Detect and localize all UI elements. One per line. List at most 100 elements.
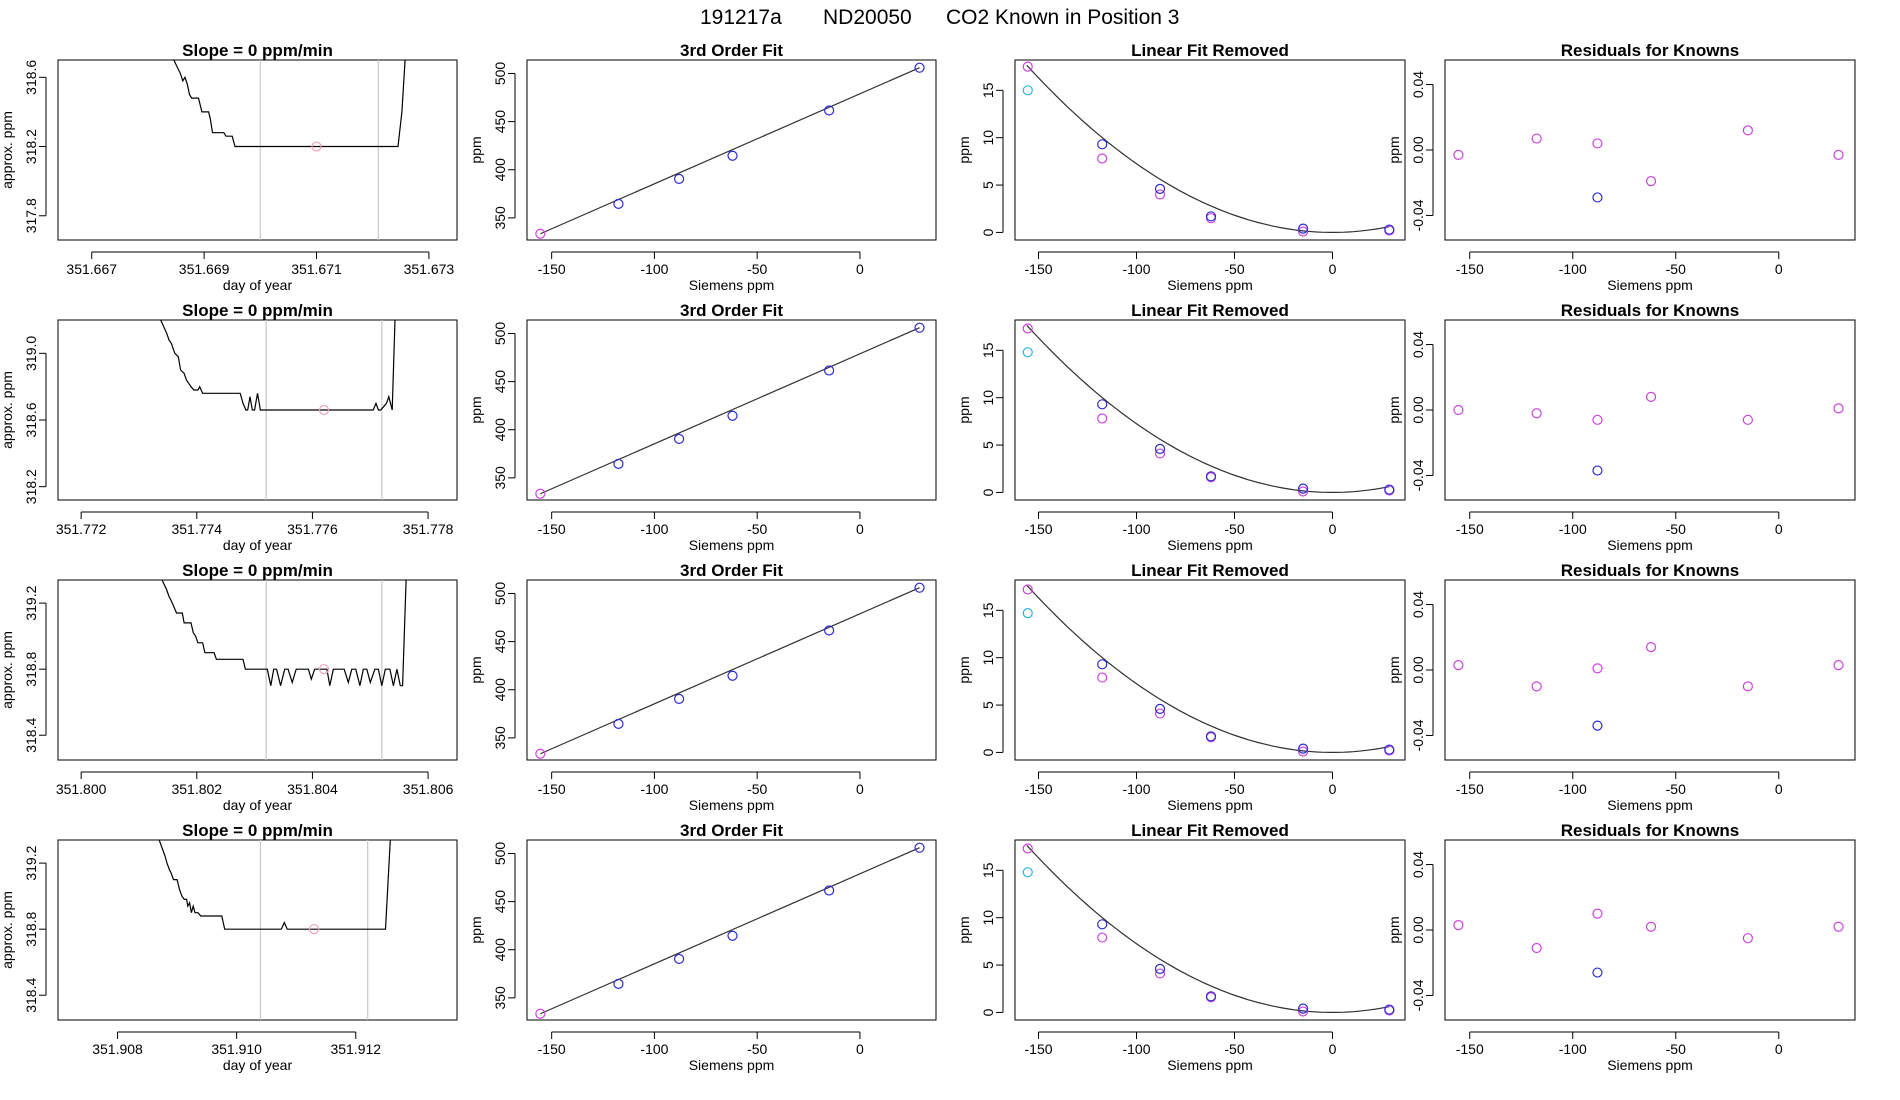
x-tick-label: -100 (1559, 781, 1587, 797)
blue-point (673, 433, 685, 444)
y-axis-label: ppm (468, 656, 484, 683)
blue-point (914, 582, 925, 593)
y-tick-label: -0.04 (1410, 459, 1426, 491)
blue-point (1384, 224, 1395, 235)
y-tick-label: 5 (980, 701, 996, 709)
linear-panel-row-1: Linear Fit Removed -150 -100 -50 0 Siemens pp… (956, 41, 1406, 293)
x-axis-label: Siemens ppm (1607, 537, 1693, 553)
fit-panel-row-1: 3rd Order Fit -150 -100 -50 0 Siemens ppm 350 4… (468, 41, 937, 293)
blue-point (1384, 1004, 1395, 1015)
x-tick-label: -50 (1666, 1041, 1686, 1057)
y-tick-label: 450 (492, 110, 508, 134)
y-tick-label: 500 (492, 842, 508, 866)
x-axis-label: Siemens ppm (1607, 797, 1693, 813)
plot-frame (1014, 319, 1406, 501)
y-tick-label: 0.04 (1410, 851, 1426, 878)
x-axis-label: Siemens ppm (1167, 277, 1253, 293)
plot-title: 3rd Order Fit (680, 41, 783, 60)
x-tick-label: -100 (1122, 1041, 1150, 1057)
blue-point (824, 885, 835, 896)
fit-line (540, 67, 920, 235)
y-tick-label: -0.04 (1410, 719, 1426, 751)
y-tick-label: 450 (492, 630, 508, 654)
plot-frame (1444, 579, 1856, 761)
y-tick-label: 318.4 (23, 718, 39, 753)
y-tick-label: 400 (492, 938, 508, 962)
y-tick-label: 400 (492, 418, 508, 442)
x-tick-label: -50 (747, 781, 767, 797)
blue-point (1097, 139, 1108, 150)
fit-panel-row-2: 3rd Order Fit -150 -100 -50 0 Siemens ppm 350 4… (468, 301, 937, 553)
plot-data (158, 840, 391, 1020)
plot-data (535, 322, 925, 499)
x-tick-label: -100 (1559, 521, 1587, 537)
x-tick-label: -50 (747, 261, 767, 277)
magenta-point (1531, 133, 1542, 144)
x-tick-label: 351.910 (211, 1041, 262, 1057)
y-axis-label: approx. ppm (0, 891, 15, 969)
y-axis-label: ppm (1386, 916, 1402, 943)
magenta-point (1022, 61, 1033, 72)
x-tick-label: -100 (640, 261, 668, 277)
resid-panel-row-1: Residuals for Knowns -150 -100 -50 0 Siemens … (1386, 41, 1856, 293)
y-tick-label: 15 (980, 862, 996, 878)
blue-point (613, 458, 624, 470)
y-axis-label: ppm (956, 396, 972, 423)
x-tick-label: -150 (538, 521, 566, 537)
blue-point (1592, 967, 1603, 978)
blue-point (1097, 399, 1108, 410)
x-tick-label: 351.774 (171, 521, 222, 537)
mean-marker (318, 404, 330, 416)
y-tick-label: 318.6 (23, 60, 39, 95)
y-tick-label: 0 (980, 748, 996, 756)
magenta-point (1022, 584, 1033, 595)
plot-data (535, 62, 925, 239)
y-tick-label: 10 (980, 910, 996, 926)
x-tick-label: -150 (1456, 261, 1484, 277)
y-axis-label: ppm (956, 656, 972, 683)
y-tick-label: 5 (980, 181, 996, 189)
magenta-point (1645, 921, 1657, 932)
blue-point (673, 953, 685, 964)
plot-title: 3rd Order Fit (680, 301, 783, 320)
y-tick-label: 15 (980, 602, 996, 618)
blue-point (1205, 991, 1217, 1002)
x-axis-label: Siemens ppm (1167, 1057, 1253, 1073)
blue-point (1205, 471, 1217, 482)
plot-data (173, 60, 406, 240)
fit-line (540, 587, 920, 755)
y-axis-label: approx. ppm (0, 111, 15, 189)
plot-frame (1014, 579, 1406, 761)
plot-data (535, 582, 925, 759)
x-tick-label: 0 (1775, 261, 1783, 277)
x-tick-label: -150 (1456, 521, 1484, 537)
magenta-point (1097, 153, 1108, 164)
magenta-point (1297, 226, 1309, 237)
magenta-point (535, 1008, 546, 1019)
x-tick-label: 351.806 (403, 781, 454, 797)
x-tick-label: 351.802 (171, 781, 222, 797)
y-tick-label: 5 (980, 961, 996, 969)
y-tick-label: 0.00 (1410, 136, 1426, 163)
y-axis-label: ppm (1386, 136, 1402, 163)
magenta-point (1453, 919, 1464, 931)
plot-data (1453, 641, 1844, 731)
y-tick-label: 0.00 (1410, 396, 1426, 423)
plot-title: Linear Fit Removed (1131, 821, 1289, 840)
y-tick-label: 350 (492, 986, 508, 1010)
x-tick-label: 0 (1329, 1041, 1337, 1057)
magenta-point (1592, 414, 1603, 425)
x-axis-label: Siemens ppm (689, 1057, 775, 1073)
y-tick-label: 0 (980, 1008, 996, 1016)
x-axis-label: Siemens ppm (689, 797, 775, 813)
x-tick-label: -100 (1122, 781, 1150, 797)
fit-line (540, 847, 920, 1015)
y-axis-label: approx. ppm (0, 631, 15, 709)
blue-point (914, 322, 925, 333)
x-axis-label: Siemens ppm (1607, 277, 1693, 293)
y-tick-label: 0.00 (1410, 656, 1426, 683)
x-tick-label: -150 (1456, 781, 1484, 797)
magenta-point (535, 228, 546, 239)
plot-title: Linear Fit Removed (1131, 41, 1289, 60)
plot-frame (1444, 319, 1856, 501)
